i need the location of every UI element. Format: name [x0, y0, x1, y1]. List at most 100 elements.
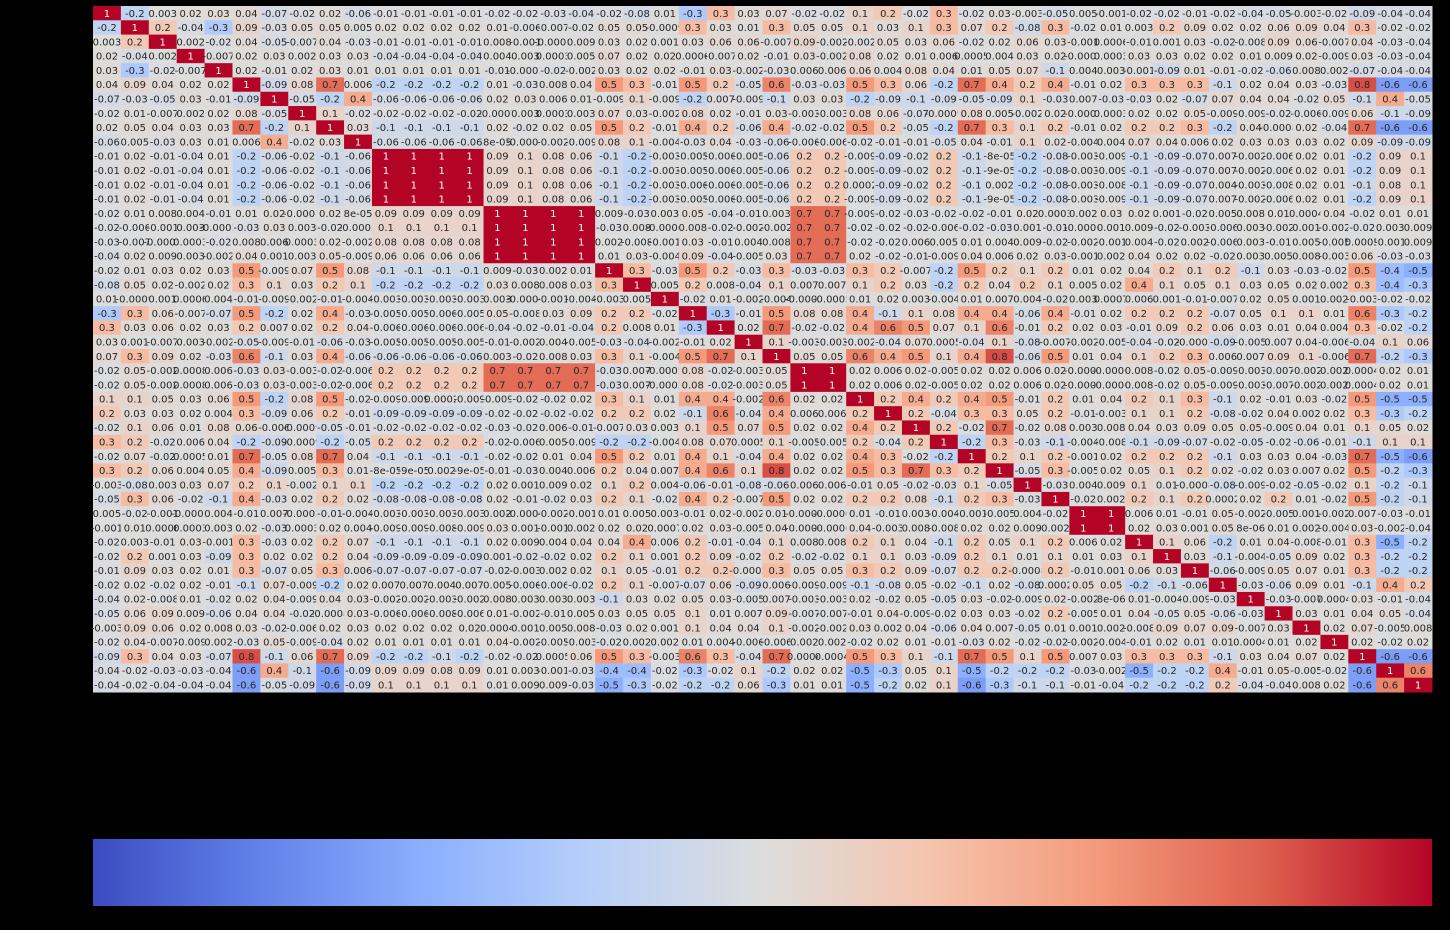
heatmap-cell-label: -0.04	[178, 152, 204, 163]
heatmap-cell-label: 0.07	[961, 23, 983, 34]
heatmap-cell-label: 0.02	[849, 380, 871, 391]
heatmap-cell	[846, 91, 875, 107]
heatmap-cell-label: -0.05	[1294, 480, 1320, 491]
heatmap-cell-label: -0.006	[1318, 352, 1350, 363]
heatmap-cell-label: 1	[522, 252, 528, 263]
heatmap-cell-label: 0.02	[1323, 137, 1345, 148]
heatmap-cell-label: -0.08	[1015, 23, 1041, 34]
heatmap-cell-label: 0.4	[322, 309, 338, 320]
heatmap-cell	[176, 48, 206, 64]
heatmap-cell	[567, 48, 596, 64]
heatmap-cell-label: -0.01	[1126, 323, 1152, 334]
heatmap-cell-label: -0.02	[1405, 23, 1431, 34]
heatmap-cell-label: 1	[466, 166, 472, 177]
heatmap-cell-label: 0.01	[710, 609, 732, 620]
heatmap-cell-label: 0.06	[403, 252, 425, 263]
heatmap-cell-label: 0.2	[1047, 609, 1063, 620]
heatmap-cell	[957, 77, 987, 93]
heatmap-cell-label: 0.08	[431, 666, 453, 677]
heatmap-cell	[1125, 77, 1154, 93]
heatmap-cell-label: -0.5	[599, 680, 619, 691]
heatmap-cell-label: 0.008	[483, 37, 512, 48]
heatmap-cell-label: -0.02	[791, 552, 817, 563]
heatmap-cell-label: 0.004	[1320, 323, 1349, 334]
heatmap-cell	[1069, 91, 1098, 107]
heatmap-cell-label: 0.03	[961, 609, 983, 620]
heatmap-cell-label: 0.04	[263, 595, 285, 606]
heatmap-cell-label: -0.006	[342, 380, 374, 391]
heatmap-cell-label: -0.02	[903, 452, 929, 463]
heatmap-cell-label: -0.02	[94, 552, 120, 563]
heatmap-cell-label: -0.006	[1262, 152, 1294, 163]
heatmap-cell-label: -0.002	[844, 37, 876, 48]
heatmap-cell-label: -0.01	[1182, 9, 1208, 20]
heatmap-cell-label: -0.06	[261, 195, 287, 206]
heatmap-cell-label: 0.1	[964, 323, 980, 334]
heatmap-cell-label: -0.03	[1238, 580, 1264, 591]
heatmap-cell-label: -0.004	[1095, 638, 1127, 649]
heatmap-cell-label: -0.03	[261, 523, 287, 534]
heatmap-cell-label: 0.1	[266, 280, 282, 291]
heatmap-cell-label: 0.08	[542, 152, 564, 163]
heatmap-cell-label: -0.003	[286, 380, 318, 391]
heatmap-cell-label: -0.01	[1238, 666, 1264, 677]
heatmap-cell-label: 0.4	[852, 323, 868, 334]
heatmap-cell-label: -0.1	[599, 152, 619, 163]
heatmap-cell-label: 0.02	[235, 52, 257, 63]
heatmap-cell-label: 0.2	[1020, 80, 1036, 91]
heatmap-cell-label: 0.06	[152, 323, 174, 334]
heatmap-cell-label: -0.2	[1408, 409, 1428, 420]
heatmap-cell-label: -0.04	[1349, 337, 1375, 348]
heatmap-cell-label: -0.01	[708, 480, 734, 491]
heatmap-cell-label: -0.01	[1377, 595, 1403, 606]
heatmap-cell-label: -0.09	[429, 552, 455, 563]
heatmap-cell	[623, 63, 652, 78]
heatmap-cell	[985, 77, 1015, 93]
heatmap-cell	[818, 48, 847, 64]
heatmap-cell	[260, 63, 289, 78]
heatmap-cell-label: 0.3	[99, 438, 115, 449]
heatmap-cell	[1208, 6, 1238, 21]
heatmap-cell-label: 0.02	[849, 595, 871, 606]
heatmap-cell-label: 0.0004	[480, 623, 515, 634]
heatmap-cell-label: -0.02	[596, 638, 622, 649]
heatmap-cell-label: -0.002	[1374, 523, 1406, 534]
heatmap-cell-label: 0.05	[626, 566, 648, 577]
heatmap-cell-label: 0.02	[458, 23, 480, 34]
heatmap-cell	[734, 20, 763, 36]
heatmap-cell-label: -0.1	[265, 652, 285, 663]
heatmap-cell-label: 0.2	[1187, 466, 1203, 477]
heatmap-cell-label: -0.01	[680, 509, 706, 520]
heatmap-cell-label: 0.02	[319, 237, 341, 248]
heatmap-cell-label: 0.003	[121, 538, 150, 549]
heatmap-cell-label: 0.03	[1184, 37, 1206, 48]
heatmap-cell-label: -0.07	[1182, 152, 1208, 163]
heatmap-cell-label: -0.06	[373, 352, 399, 363]
heatmap-cell-label: 0.03	[291, 280, 313, 291]
heatmap-cell	[929, 91, 959, 107]
heatmap-cell-label: -0.02	[1210, 438, 1236, 449]
heatmap-cell-label: -0.1	[1353, 180, 1373, 191]
heatmap-cell-label: 0.02	[1295, 638, 1317, 649]
heatmap-cell-label: 0.005	[651, 280, 680, 291]
heatmap-cell-label: 0.06	[710, 580, 732, 591]
heatmap-cell-label: 0.02	[821, 466, 843, 477]
heatmap-cell-label: 0.06	[570, 166, 592, 177]
heatmap-cell-label: -0.02	[1266, 109, 1292, 120]
heatmap-cell-label: 0.02	[988, 580, 1010, 591]
heatmap-cell-label: 0.09	[403, 209, 425, 220]
heatmap-cell-label: -0.2	[962, 438, 982, 449]
heatmap-cell-label: -0.009	[844, 195, 876, 206]
heatmap-cell-label: -0.1	[460, 123, 480, 134]
heatmap-cell	[511, 91, 540, 107]
heatmap-cell-label: 0.02	[347, 580, 369, 591]
heatmap-cell-label: 0.05	[1267, 295, 1289, 306]
heatmap-cell-label: 0.0006	[173, 295, 208, 306]
heatmap-cell	[623, 77, 652, 93]
heatmap-cell-label: -0.009	[286, 595, 318, 606]
heatmap-cell-label: 1	[1415, 680, 1421, 691]
heatmap-cell-label: -0.6	[1408, 80, 1428, 91]
heatmap-cell-label: -0.04	[736, 538, 762, 549]
heatmap-cell-label: -0.01	[652, 80, 678, 91]
heatmap-cell-label: 0.7	[992, 423, 1008, 434]
